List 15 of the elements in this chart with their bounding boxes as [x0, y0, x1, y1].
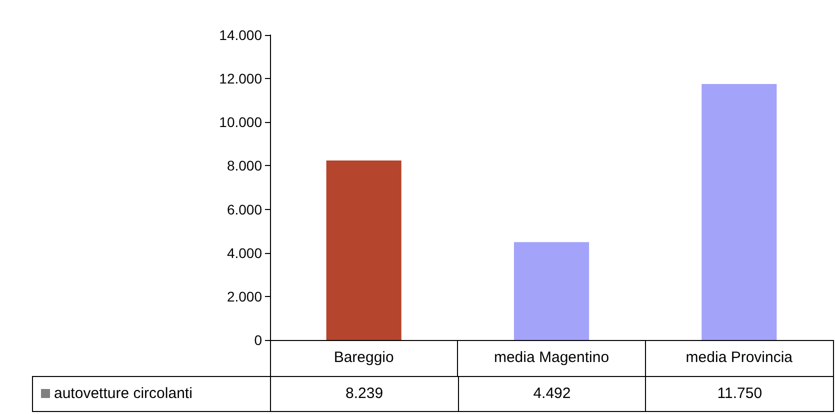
- x-tick-label: media Magentino: [494, 349, 610, 366]
- y-tick-label: 10.000: [219, 114, 262, 130]
- x-tick-label: media Provincia: [686, 349, 794, 366]
- y-tick-label: 4.000: [226, 244, 262, 261]
- x-tick-label: Bareggio: [334, 349, 394, 366]
- y-tick-label: 12.000: [219, 70, 262, 87]
- text: autovetture circolanti: [32, 376, 271, 412]
- data-label: 4.492: [458, 376, 646, 412]
- y-tick-label: 2.000: [226, 288, 262, 304]
- data-label: 11.750: [645, 376, 834, 412]
- y-tick-label: 14.000: [219, 27, 262, 43]
- data-label: 8.239: [270, 376, 459, 412]
- y-tick-label: 0: [254, 332, 262, 348]
- y-tick-label: 6.000: [226, 201, 262, 218]
- y-tick-label: 8.000: [226, 158, 262, 174]
